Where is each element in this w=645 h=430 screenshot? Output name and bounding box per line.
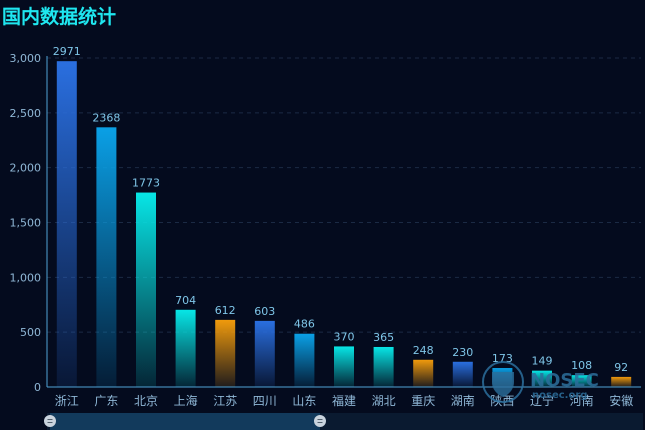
data-label: 2368 [92,111,120,124]
data-label: 603 [254,305,275,318]
bar-7[interactable] [294,333,315,387]
x-tick-label: 辽宁 [530,393,554,408]
bars [56,61,632,388]
x-tick-label: 四川 [253,394,277,408]
bar-2[interactable] [96,127,117,388]
x-tick-label: 上海 [174,393,198,408]
bar-6[interactable] [254,320,275,387]
bar-11[interactable] [452,361,473,387]
x-tick-label: 福建 [332,393,356,408]
bar-4[interactable] [175,309,196,387]
x-tick-label: 浙江 [55,394,79,408]
data-label: 1773 [132,177,160,190]
x-tick-label: 湖北 [372,393,396,408]
x-tick-label: 安徽 [609,393,633,408]
zoom-slider-selection[interactable] [50,413,320,430]
x-tick-label: 陕西 [490,393,514,408]
page-title: 国内数据统计 [2,6,117,28]
y-tick-label: 2,500 [10,107,42,120]
x-tick-label: 山东 [292,394,316,408]
x-tick-label: 湖南 [451,393,475,408]
bar-14[interactable] [571,375,592,387]
bar-15[interactable] [611,376,632,387]
data-label: 149 [532,355,553,368]
zoom-slider-right-handle[interactable] [314,415,326,427]
data-label: 612 [215,304,236,317]
x-tick-label: 河南 [570,393,594,408]
y-tick-label: 1,500 [10,217,42,230]
data-label: 230 [452,346,473,359]
y-axis: 0 500 1,000 1,500 2,000 2,500 3,000 [10,52,48,394]
bar-1[interactable] [56,61,77,388]
y-tick-label: 1,000 [10,271,42,284]
bar-3[interactable] [136,192,156,387]
watermark: NOSEC nosec.org [482,361,599,403]
zoom-slider-left-handle[interactable] [44,415,56,427]
zoom-slider[interactable] [44,413,643,430]
data-label: 370 [334,330,355,343]
bar-9[interactable] [373,346,394,387]
data-label: 2971 [53,45,81,58]
data-label: 365 [373,331,394,344]
bar-10[interactable] [413,359,434,387]
bar-8[interactable] [334,346,354,387]
watermark-site: nosec.org [532,390,587,401]
data-label: 486 [294,318,315,331]
bar-13[interactable] [532,370,552,387]
x-tick-label: 广东 [94,394,118,408]
watermark-name: NOSEC [530,370,599,391]
y-tick-label: 0 [34,381,41,394]
y-tick-label: 2,000 [10,162,42,175]
x-tick-label: 重庆 [411,394,435,408]
y-tick-label: 500 [20,326,41,339]
x-tick-label: 江苏 [213,394,237,408]
watermark-logo-icon [482,361,524,403]
data-label: 248 [413,344,434,357]
data-label: 108 [571,359,592,372]
watermark-shield-icon [492,372,514,397]
bar-5[interactable] [215,319,236,387]
data-label: 704 [175,294,196,307]
data-label: 92 [614,361,628,374]
x-tick-label: 北京 [134,394,158,408]
x-axis: 浙江 广东 北京 上海 江苏 四川 山东 福建 湖北 重庆 湖南 陕西 辽宁 河南 安徽 [47,386,641,408]
y-tick-label: 3,000 [10,52,42,65]
